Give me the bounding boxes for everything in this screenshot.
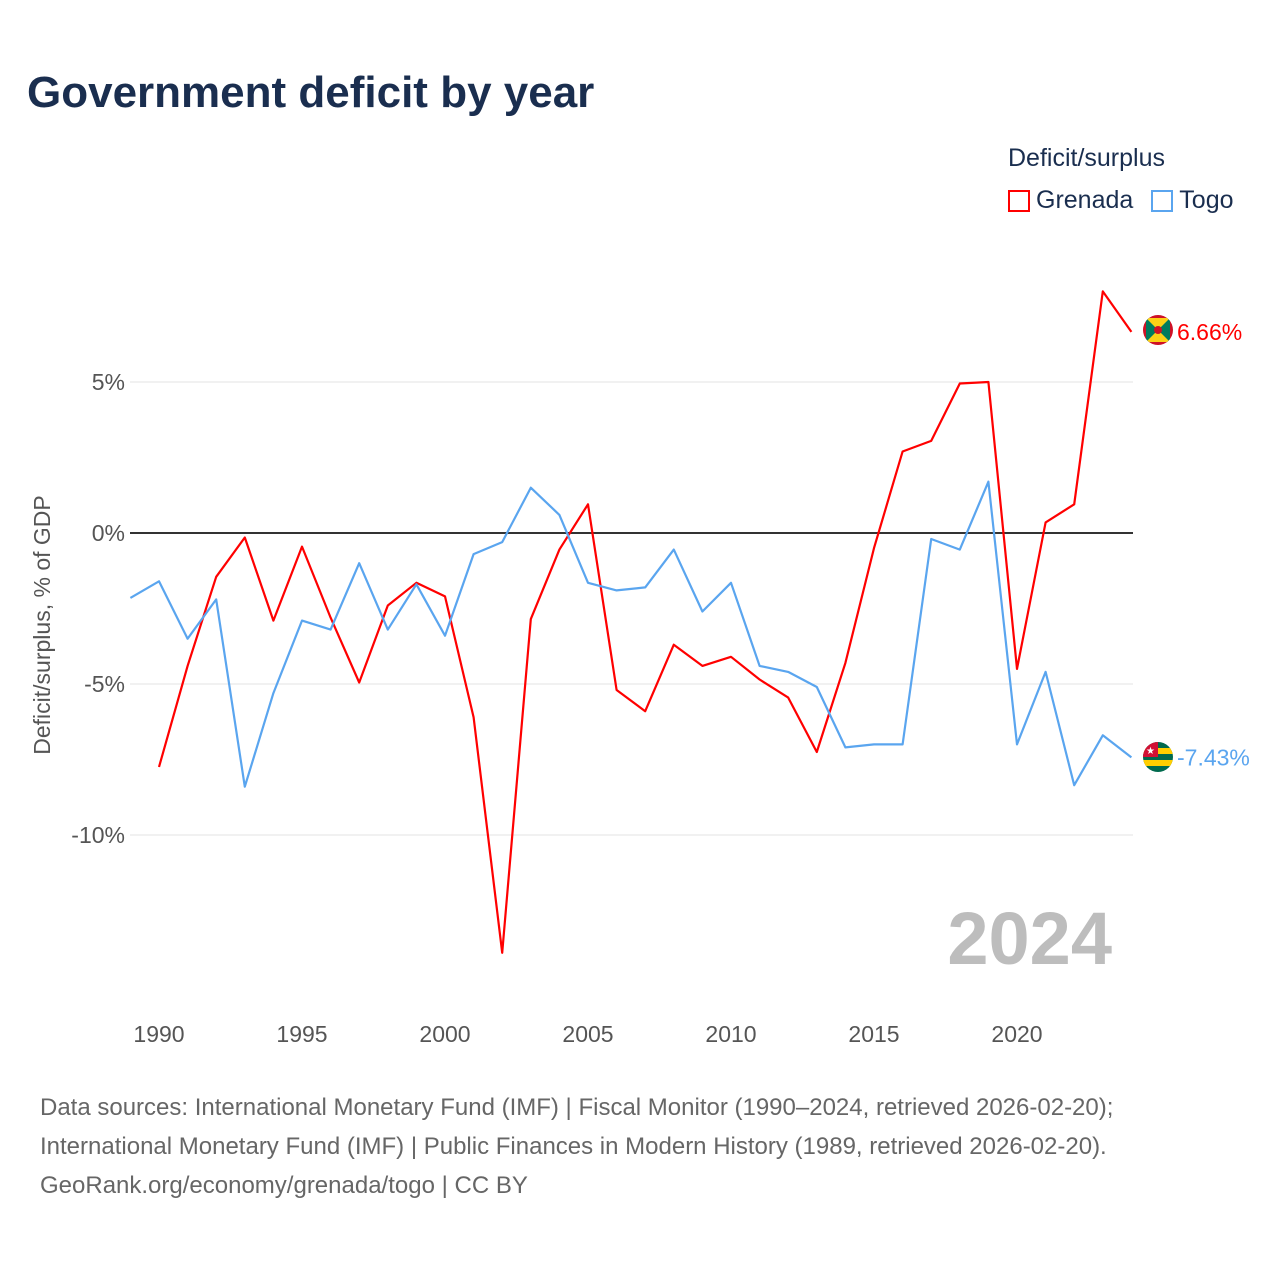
legend-swatch-grenada — [1008, 189, 1030, 212]
series-line-grenada — [157, 290, 1133, 954]
x-tick-label: 1990 — [133, 1021, 184, 1047]
source-line-1: Data sources: International Monetary Fun… — [40, 1094, 1114, 1121]
y-tick-label: -10% — [71, 822, 125, 848]
legend-title: Deficit/surplus — [1008, 144, 1165, 172]
year-watermark: 2024 — [947, 897, 1112, 980]
y-axis-label: Deficit/surplus, % of GDP — [29, 495, 55, 754]
x-tick-label: 1995 — [276, 1021, 327, 1047]
x-tick-label: 2000 — [419, 1021, 470, 1047]
legend-item-grenada[interactable]: Grenada — [1008, 186, 1133, 215]
end-label-togo: -7.43% — [1177, 744, 1250, 770]
series-line-togo — [129, 480, 1133, 788]
x-tick-label: 2020 — [991, 1021, 1042, 1047]
x-tick-label: 2010 — [705, 1021, 756, 1047]
legend-item-togo[interactable]: Togo — [1151, 186, 1234, 215]
legend: Grenada Togo — [1008, 186, 1234, 215]
svg-text:★: ★ — [1146, 746, 1155, 757]
legend-label-grenada: Grenada — [1036, 186, 1134, 214]
y-tick-label: 5% — [92, 369, 125, 395]
source-link[interactable]: GeoRank.org/economy/grenada/togo | CC BY — [40, 1172, 528, 1199]
chart-title: Government deficit by year — [27, 68, 595, 117]
end-label-grenada: 6.66% — [1177, 319, 1242, 345]
y-tick-label: 0% — [92, 520, 125, 546]
y-tick-label: -5% — [84, 671, 125, 697]
togo-flag-icon: ★ — [1143, 742, 1173, 772]
x-tick-label: 2015 — [848, 1021, 899, 1047]
grenada-flag-icon — [1143, 315, 1173, 345]
x-tick-label: 2005 — [562, 1021, 613, 1047]
footer: Data sources: International Monetary Fun… — [40, 1088, 1113, 1205]
source-line-2: International Monetary Fund (IMF) | Publ… — [40, 1133, 1107, 1160]
legend-label-togo: Togo — [1179, 186, 1234, 214]
legend-swatch-togo — [1151, 189, 1174, 212]
